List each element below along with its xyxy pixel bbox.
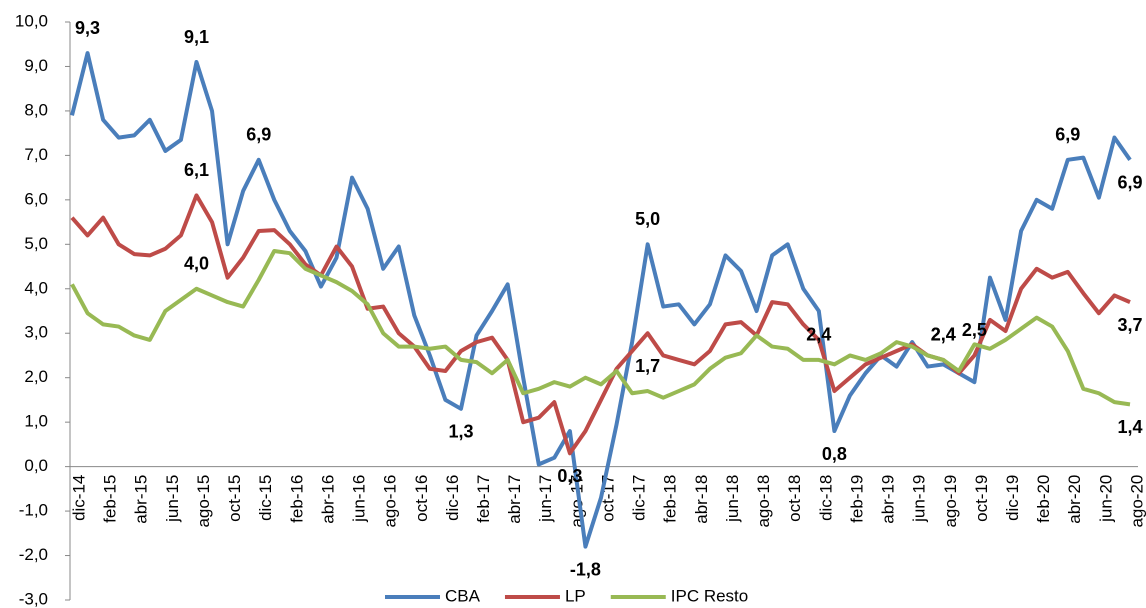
x-tick-label: feb-19 [847,475,866,523]
y-tick-label: 1,0 [24,412,48,431]
data-label: 2,5 [962,320,987,340]
y-tick-label: -3,0 [19,589,48,608]
x-tick-label: dic-18 [816,475,835,521]
data-label: -1,8 [570,559,601,579]
x-tick-label: abr-20 [1065,475,1084,524]
x-tick-label: feb-17 [474,475,493,523]
data-label: 2,4 [931,325,956,345]
x-tick-label: dic-14 [69,475,88,521]
x-tick-label: dic-17 [630,475,649,521]
x-tick-label: abr-19 [879,475,898,524]
y-tick-label: 10,0 [15,11,48,30]
data-label: 1,4 [1117,417,1142,437]
legend-label: CBA [445,586,481,605]
data-label: 6,9 [1055,125,1080,145]
x-tick-label: jun-17 [536,475,555,523]
x-tick-label: abr-18 [692,475,711,524]
y-tick-label: 8,0 [24,100,48,119]
series-line [70,51,1132,549]
x-tick-label: jun-20 [1096,475,1115,523]
x-tick-label: ago-20 [1127,475,1146,528]
series-line [70,248,1131,407]
x-tick-label: feb-18 [661,475,680,523]
x-tick-label: oct-15 [225,475,244,522]
x-tick-label: abr-17 [505,475,524,524]
x-tick-label: oct-19 [972,475,991,522]
x-tick-label: ago-16 [381,475,400,528]
x-tick-label: ago-15 [194,475,213,528]
y-tick-label: 0,0 [24,456,48,475]
x-tick-label: feb-16 [287,475,306,523]
data-label: 5,0 [635,209,660,229]
y-tick-label: 9,0 [24,56,48,75]
x-tick-label: dic-16 [443,475,462,521]
legend-label: LP [565,586,586,605]
data-label: 9,3 [75,18,100,38]
y-tick-label: 3,0 [24,323,48,342]
x-tick-label: jun-19 [910,475,929,523]
data-label: 6,9 [1117,173,1142,193]
x-tick-label: feb-15 [101,475,120,523]
data-label: 1,3 [448,422,473,442]
x-tick-label: abr-15 [132,475,151,524]
y-tick-label: 2,0 [24,367,48,386]
data-label: 2,4 [931,325,956,345]
legend-label: IPC Resto [671,586,748,605]
x-tick-label: jun-15 [163,475,182,523]
data-label: 4,0 [184,254,209,274]
x-tick-label: dic-19 [1003,475,1022,521]
x-tick-label: oct-16 [412,475,431,522]
data-label: 6,9 [246,125,271,145]
y-tick-label: 4,0 [24,278,48,297]
data-label: 6,1 [184,160,209,180]
y-tick-label: 5,0 [24,234,48,253]
y-tick-label: 6,0 [24,189,48,208]
x-tick-label: dic-15 [256,475,275,521]
x-tick-label: jun-18 [723,475,742,523]
data-label: 1,7 [635,356,660,376]
data-label: 9,1 [184,27,209,47]
y-tick-label: -1,0 [19,501,48,520]
data-label: 0,8 [822,444,847,464]
x-tick-label: abr-16 [318,475,337,524]
x-tick-label: ago-18 [754,475,773,528]
data-label: 3,7 [1117,315,1142,335]
data-label: 2,4 [806,325,831,345]
x-tick-label: feb-20 [1034,475,1053,523]
x-tick-label: jun-16 [350,475,369,523]
y-tick-label: -2,0 [19,545,48,564]
data-label: 0,3 [557,466,582,486]
y-tick-label: 7,0 [24,145,48,164]
x-tick-label: oct-18 [785,475,804,522]
x-tick-label: ago-19 [941,475,960,528]
